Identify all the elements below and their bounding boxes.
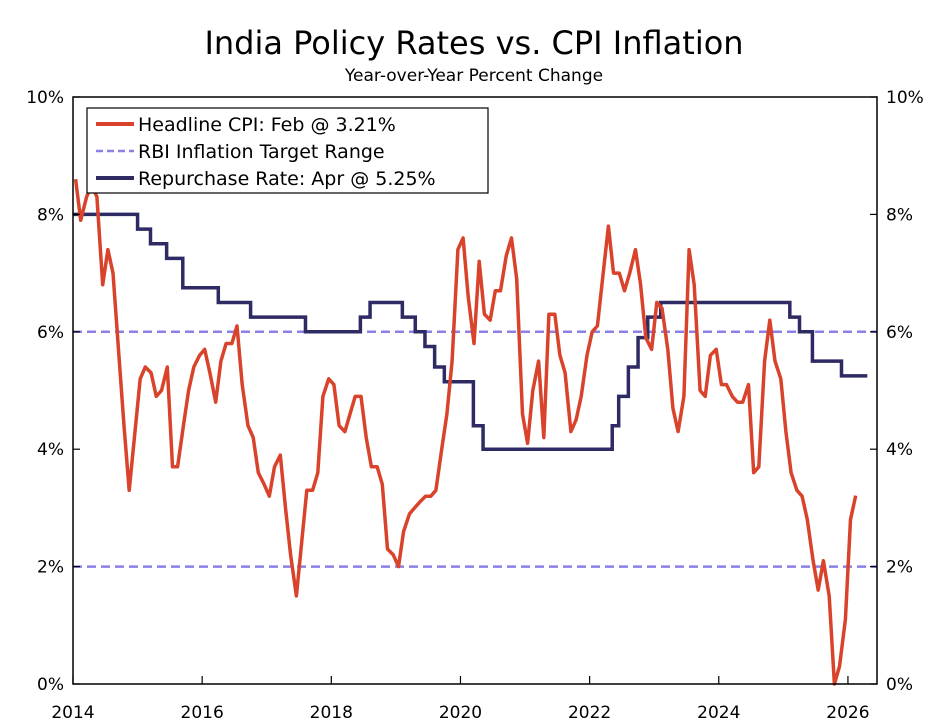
y-tick-label-left: 4% [37,440,64,460]
y-tick-label-right: 8% [886,205,913,225]
x-tick-label: 2022 [568,703,611,723]
x-axis-labels: 2014 2016 2018 2020 2022 2024 2026 [51,703,869,723]
legend-label-repo: Repurchase Rate: Apr @ 5.25% [138,168,436,190]
target-range-lines [73,330,877,568]
y-tick-label-left: 0% [37,675,64,695]
y-tick-label-right: 10% [886,88,924,108]
y-axis-left-labels: 0% 2% 4% 6% 8% 10% [26,88,64,695]
y-tick-label-left: 2% [37,558,64,578]
y-tick-label-right: 6% [886,323,913,343]
y-tick-label-left: 10% [26,88,64,108]
y-tick-label-right: 2% [886,558,913,578]
x-tick-label: 2018 [310,703,353,723]
chart-subtitle: Year-over-Year Percent Change [344,66,603,86]
legend-box [86,107,489,194]
x-tick-label: 2020 [439,703,482,723]
y-tick-label-left: 6% [37,323,64,343]
legend-label-target: RBI Inflation Target Range [138,141,385,163]
x-tick-label: 2026 [826,703,869,723]
y-tick-label-left: 8% [37,205,64,225]
cpi-line [73,178,858,686]
x-tick-label: 2024 [697,703,740,723]
repo-rate-line [73,212,868,451]
x-tick-label: 2014 [51,703,94,723]
y-tick-label-right: 0% [886,675,913,695]
legend-label-cpi: Headline CPI: Feb @ 3.21% [138,114,396,136]
y-tick-label-right: 4% [886,440,913,460]
x-tick-label: 2016 [181,703,224,723]
series-layer [73,178,868,686]
chart-title: India Policy Rates vs. CPI Inflation [204,24,743,62]
legend: Headline CPI: Feb @ 3.21% RBI Inflation … [86,107,489,194]
axis-ticks [72,96,877,685]
y-axis-right-labels: 0% 2% 4% 6% 8% 10% [886,88,924,695]
plot-frame [72,96,878,685]
